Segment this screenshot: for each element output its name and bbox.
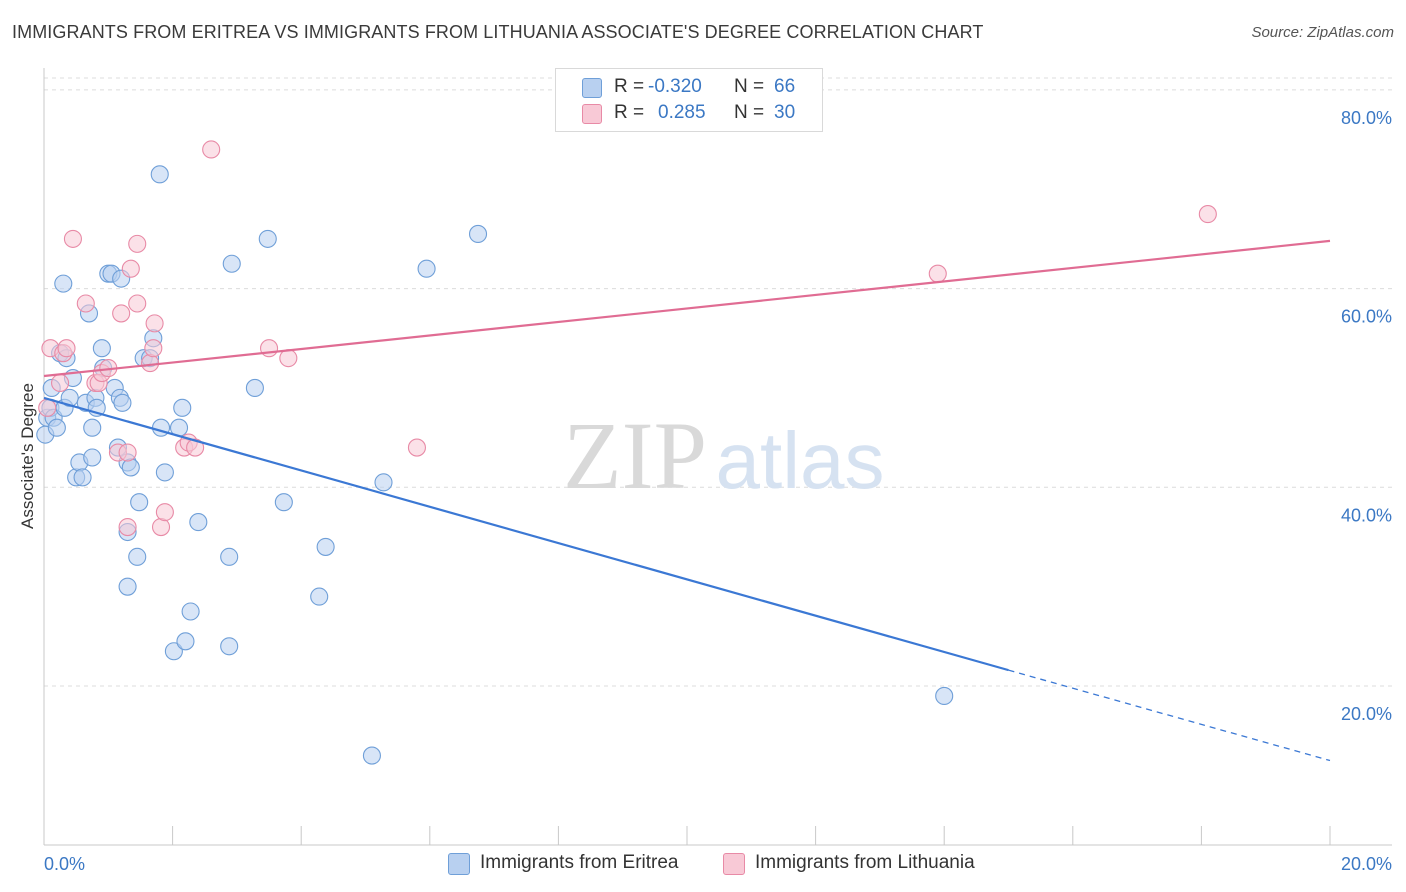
lithuania-point (144, 339, 163, 358)
lithuania-point (186, 438, 205, 457)
lithuania-point (38, 398, 57, 417)
y-tick-label: 20.0% (1341, 704, 1392, 724)
x-tick-label: 0.0% (44, 854, 85, 874)
eritrea-point (245, 378, 264, 397)
eritrea-point (258, 229, 277, 248)
eritrea-point (173, 398, 192, 417)
watermark-atlas: atlas (716, 416, 885, 505)
source-label: Source: ZipAtlas.com (1251, 24, 1394, 41)
watermark: ZIP atlas (563, 402, 884, 509)
r-value: -0.320 (648, 76, 702, 97)
eritrea-point (113, 393, 132, 412)
eritrea-point (189, 513, 208, 532)
lithuania-point (145, 314, 164, 333)
eritrea-point (274, 493, 293, 512)
lithuania-point (118, 443, 137, 462)
eritrea-point (128, 547, 147, 566)
eritrea-point (164, 642, 183, 661)
n-value: 66 (774, 76, 796, 97)
eritrea-point (417, 259, 436, 278)
lithuania-point (151, 518, 171, 537)
y-tick-label: 60.0% (1341, 307, 1392, 327)
lithuania-point (128, 294, 147, 313)
eritrea-point (181, 602, 200, 621)
lithuania-point (118, 518, 137, 537)
tick-labels: 20.0% 40.0% 60.0% 80.0% 0.0% 20.0% (44, 108, 1392, 874)
eritrea-point (73, 468, 92, 487)
lithuania-point (279, 349, 298, 368)
eritrea-point (468, 224, 488, 243)
eritrea-trend-extension (1008, 669, 1331, 762)
eritrea-point (83, 448, 102, 467)
lithuania-point (202, 140, 221, 159)
eritrea-trend-line (43, 396, 1009, 672)
lithuania-point (259, 339, 279, 358)
chart-title: IMMIGRANTS FROM ERITREA VS IMMIGRANTS FR… (12, 22, 984, 42)
n-label: N = (734, 76, 765, 97)
eritrea-point (310, 587, 329, 606)
eritrea-point (362, 746, 381, 765)
stats-legend: R = -0.320 N = 66 R = 0.285 N = 30 (555, 68, 823, 132)
n-value: 30 (774, 102, 796, 123)
lithuania-point (63, 229, 82, 248)
eritrea-point (83, 418, 102, 437)
eritrea-legend-label: Immigrants from Eritrea (480, 852, 679, 873)
eritrea-point (176, 632, 195, 651)
lithuania-point (1198, 205, 1217, 224)
eritrea-legend-swatch (448, 853, 470, 875)
lithuania-point (57, 339, 76, 358)
eritrea-point (155, 463, 174, 482)
axes (43, 68, 1392, 846)
lithuania-legend-label: Immigrants from Lithuania (755, 852, 975, 873)
lithuania-point (141, 354, 160, 373)
eritrea-point (118, 577, 137, 596)
eritrea-point (47, 418, 66, 437)
lithuania-point (407, 438, 426, 457)
gridlines (44, 77, 1392, 687)
eritrea-swatch (582, 78, 602, 98)
lithuania-legend-swatch (723, 853, 745, 875)
lithuania-swatch (582, 104, 602, 124)
watermark-zip: ZIP (563, 402, 707, 509)
eritrea-point (316, 537, 335, 556)
x-tick-label: 20.0% (1341, 854, 1392, 874)
lithuania-point (51, 373, 70, 393)
lithuania-point (928, 264, 947, 283)
r-label: R = (614, 76, 645, 97)
lithuania-point (76, 294, 95, 313)
n-label: N = (734, 102, 765, 123)
eritrea-point (935, 686, 954, 706)
eritrea-point (150, 165, 169, 184)
lithuania-point (112, 304, 131, 323)
data-points (36, 140, 1217, 765)
lithuania-point (128, 234, 147, 253)
eritrea-point (374, 473, 393, 492)
eritrea-point (130, 493, 149, 512)
trend-lines (43, 239, 1331, 762)
r-label: R = (614, 102, 645, 123)
eritrea-point (54, 274, 73, 293)
y-tick-label: 80.0% (1341, 108, 1392, 128)
lithuania-point (121, 259, 140, 278)
eritrea-point (222, 254, 241, 273)
eritrea-point (220, 547, 239, 566)
eritrea-point (92, 339, 111, 358)
eritrea-point (60, 388, 79, 407)
r-value: 0.285 (658, 102, 706, 123)
y-tick-label: 40.0% (1341, 505, 1392, 525)
y-axis-label: Associate's Degree (18, 383, 37, 529)
eritrea-point (121, 458, 140, 477)
lithuania-point (155, 503, 174, 522)
lithuania-trend-line (43, 239, 1331, 378)
eritrea-point (220, 637, 239, 656)
